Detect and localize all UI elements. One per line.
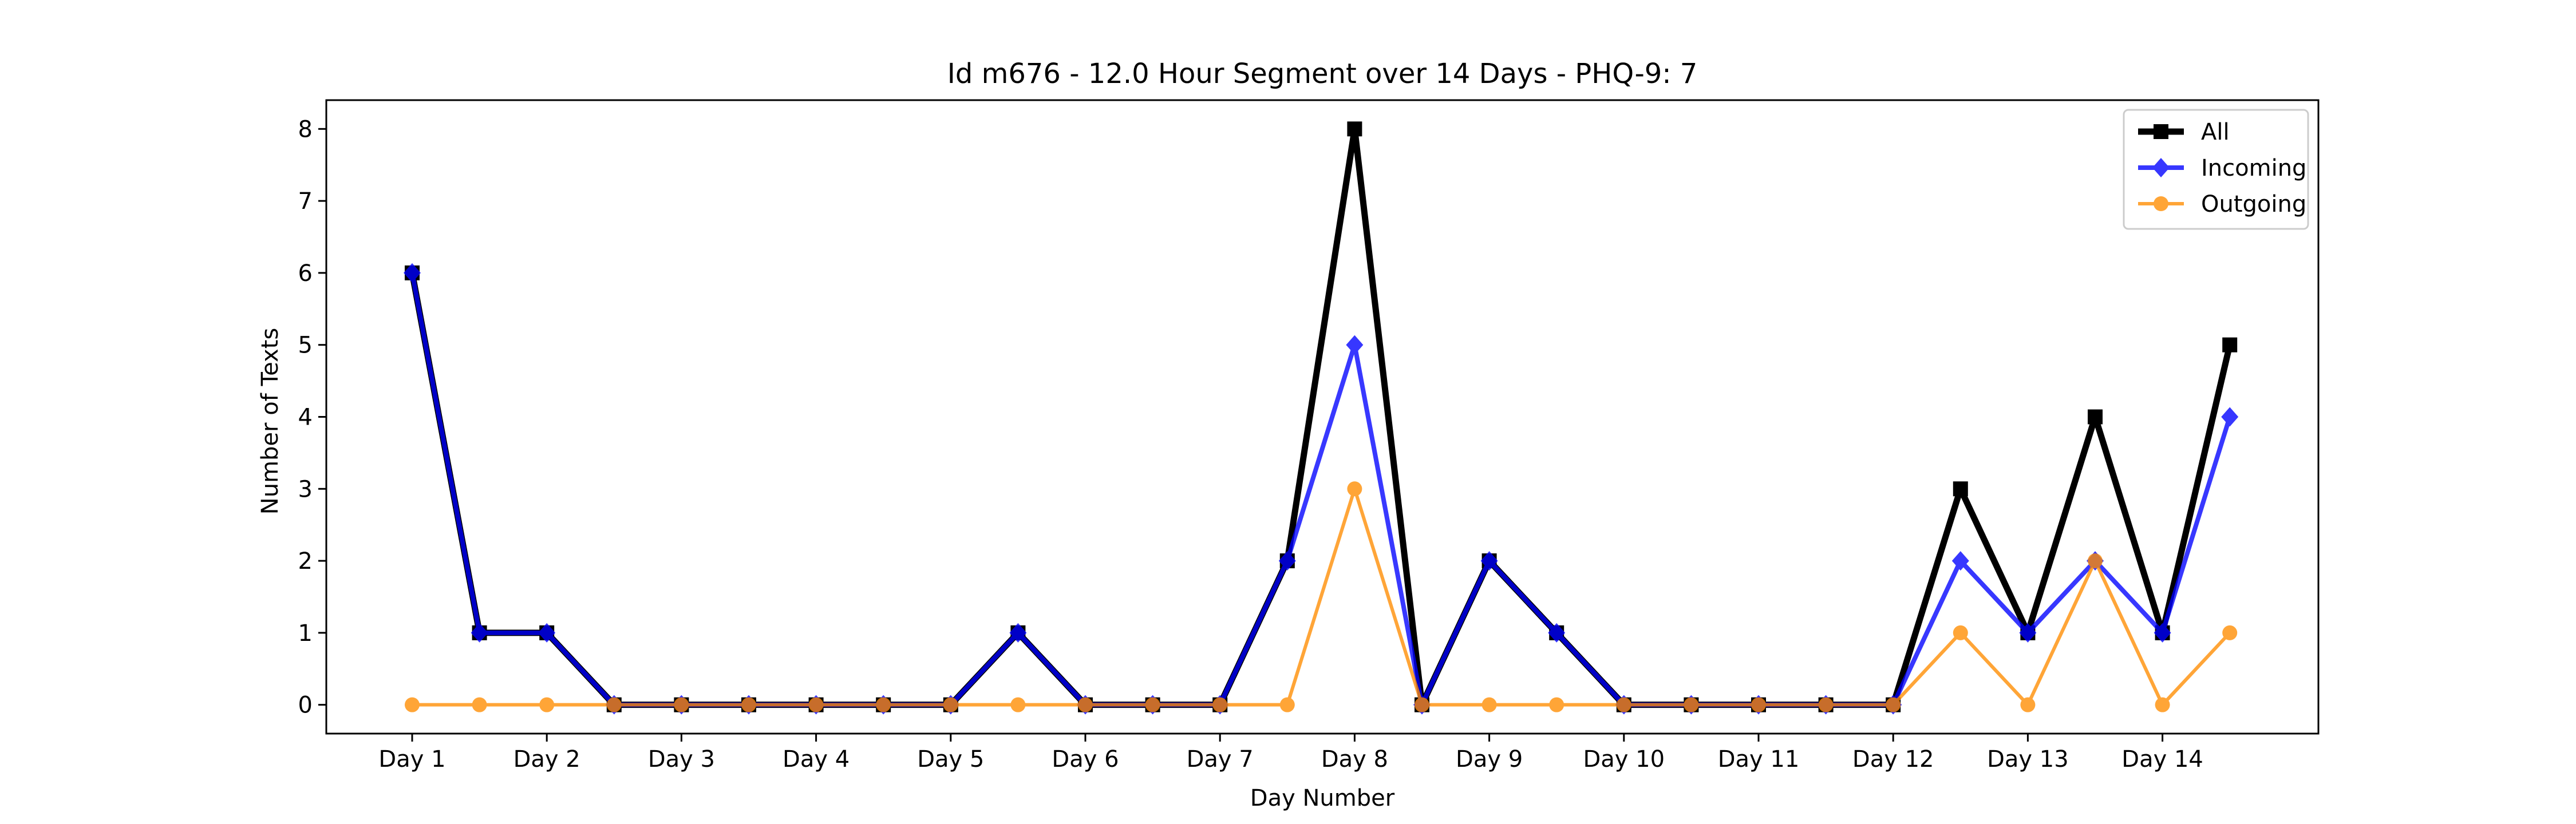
data-point [539, 697, 555, 712]
y-axis-label: Number of Texts [257, 328, 283, 514]
series-line [412, 487, 2231, 707]
data-point [1616, 697, 1631, 712]
legend-item-outgoing [2138, 196, 2184, 211]
legend-box [2123, 109, 2309, 230]
data-point [1346, 335, 1364, 355]
data-point [404, 263, 421, 283]
legend: All Incoming Outgoing [2123, 109, 2309, 230]
y-tick-label: 7 [298, 188, 313, 215]
data-point [1212, 697, 1228, 712]
data-point [1278, 551, 1296, 571]
data-point [741, 697, 756, 712]
data-point [2154, 623, 2171, 643]
series-outgoing [405, 481, 2238, 712]
x-tick-label: Day 13 [1987, 746, 2069, 772]
y-tick-label: 2 [298, 548, 313, 575]
x-tick-label: Day 9 [1456, 746, 1523, 772]
data-point [943, 697, 958, 712]
x-tick-label: Day 5 [917, 746, 984, 772]
data-point [1818, 697, 1834, 712]
legend-item-incoming [2138, 158, 2184, 177]
data-point [1684, 697, 1699, 712]
data-point [1751, 697, 1766, 712]
y-tick-label: 8 [298, 116, 313, 142]
y-tick-label: 4 [298, 405, 313, 431]
data-point [2155, 697, 2170, 712]
data-point [1951, 551, 1969, 571]
data-point [2088, 409, 2103, 425]
legend-marker [2154, 124, 2168, 139]
x-tick-label: Day 8 [1321, 746, 1388, 772]
legend-marker [2152, 158, 2170, 177]
data-point [876, 697, 891, 712]
y-tick-label: 5 [298, 332, 313, 359]
data-point [1010, 697, 1026, 712]
axes: 0 1 2 3 4 5 6 7 8 Day 1 Day 2 Day 3 Day 4 Day 5 Day 6 D… [298, 116, 2203, 772]
data-point [2019, 623, 2037, 643]
data-point [1145, 697, 1160, 712]
data-point [1078, 697, 1093, 712]
y-tick-label: 0 [298, 692, 313, 719]
y-tick-label: 3 [298, 476, 313, 502]
x-tick-label: Day 12 [1852, 746, 1934, 772]
data-point [471, 623, 488, 643]
data-point [472, 697, 487, 712]
data-point [405, 697, 420, 712]
legend-marker [2154, 196, 2168, 211]
data-point [2222, 337, 2238, 352]
x-tick-label: Day 2 [513, 746, 580, 772]
x-tick-label: Day 7 [1187, 746, 1254, 772]
data-point [2088, 553, 2103, 569]
data-point [1953, 625, 1968, 640]
x-tick-label: Day 6 [1052, 746, 1119, 772]
legend-item-all [2138, 124, 2184, 139]
x-axis-label: Day Number [1250, 785, 1395, 811]
x-tick-label: Day 4 [783, 746, 850, 772]
data-point [1549, 697, 1564, 712]
data-point [2222, 625, 2238, 640]
legend-label: All [2201, 119, 2230, 145]
legend-label: Incoming [2201, 155, 2306, 181]
data-point [674, 697, 689, 712]
x-tick-label: Day 1 [378, 746, 445, 772]
plot-frame [325, 99, 2320, 735]
data-point [1009, 623, 1027, 643]
y-tick-label: 6 [298, 260, 313, 287]
data-point [1415, 697, 1429, 712]
data-point [1347, 481, 1362, 497]
data-point [1886, 697, 1901, 712]
data-point [1548, 623, 1566, 643]
data-point [1480, 551, 1498, 571]
x-tick-label: Day 11 [1718, 746, 1800, 772]
x-tick-label: Day 10 [1583, 746, 1665, 772]
data-point [1279, 697, 1295, 712]
data-point [538, 623, 556, 643]
y-tick-label: 1 [298, 620, 313, 647]
data-point [1953, 481, 1968, 497]
data-point [1481, 697, 1497, 712]
x-tick-label: Day 14 [2121, 746, 2203, 772]
data-point [2020, 697, 2036, 712]
legend-label: Outgoing [2201, 191, 2306, 217]
chart-title: Id m676 - 12.0 Hour Segment over 14 Days… [947, 58, 1698, 90]
data-point [808, 697, 824, 712]
series-lines [404, 121, 2239, 715]
x-tick-label: Day 3 [648, 746, 715, 772]
data-point [2221, 407, 2239, 427]
data-point [1347, 121, 1362, 137]
data-point [606, 697, 622, 712]
